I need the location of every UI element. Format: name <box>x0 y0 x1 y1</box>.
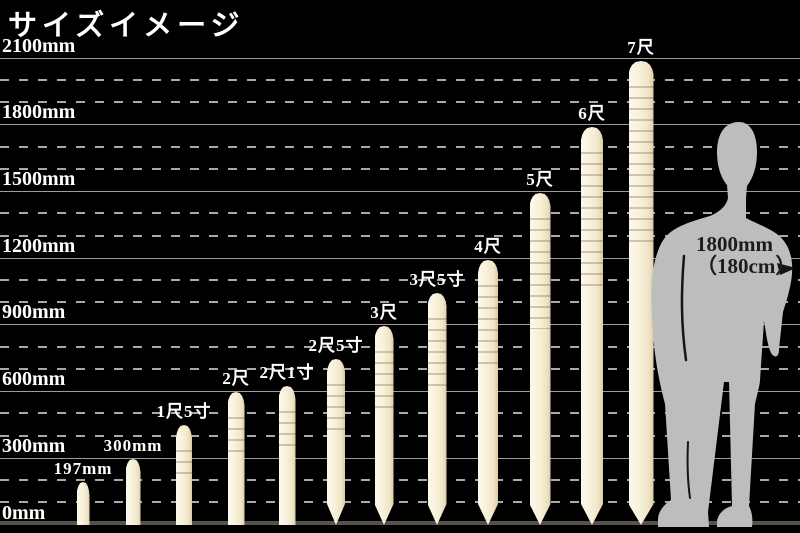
gridline-dashed-1600mm <box>0 168 800 170</box>
gridline-dashed-1900mm <box>0 101 800 103</box>
gridline-solid-1500mm <box>0 191 800 192</box>
figure-height-label: 1800mm （180cm） <box>696 233 796 277</box>
stake-notches <box>581 143 603 286</box>
gridline-dashed-1400mm <box>0 212 800 214</box>
stake-notches <box>428 309 447 393</box>
stake-bar-2尺5寸 <box>327 359 345 525</box>
stake-notches <box>176 441 192 477</box>
stake-notches <box>278 402 296 453</box>
leg-crease-line <box>686 441 691 499</box>
bar-label-3尺: 3尺 <box>370 303 398 322</box>
gridline-solid-600mm <box>0 391 800 392</box>
figure-height-mm: 1800mm <box>696 232 773 256</box>
stake-notches <box>375 342 394 414</box>
y-tick-label-600mm: 600mm <box>2 368 66 390</box>
stake-bar-2尺1寸 <box>278 386 296 525</box>
person-silhouette <box>651 122 796 527</box>
y-tick-label-1800mm: 1800mm <box>2 101 76 123</box>
bar-label-4尺: 4尺 <box>474 237 502 256</box>
gridline-dashed-400mm <box>0 435 800 437</box>
gridline-solid-2100mm <box>0 58 800 59</box>
gridline-solid-1200mm <box>0 258 800 259</box>
gridline-solid-1800mm <box>0 124 800 125</box>
gridline-dashed-1100mm <box>0 279 800 281</box>
bar-label-6尺: 6尺 <box>578 104 606 123</box>
y-tick-label-300mm: 300mm <box>2 435 66 457</box>
y-tick-label-1200mm: 1200mm <box>2 235 76 257</box>
bar-label-2尺: 2尺 <box>222 369 250 388</box>
gridline-dashed-500mm <box>0 412 800 414</box>
arm-crease-line <box>680 254 688 362</box>
stake-bar-1尺5寸 <box>176 425 192 525</box>
stake-notches <box>227 408 245 456</box>
y-tick-label-2100mm: 2100mm <box>2 35 76 57</box>
gridline-dashed-1000mm <box>0 301 800 303</box>
gridline-dashed-800mm <box>0 346 800 348</box>
baseline-axis <box>0 521 800 525</box>
stake-bar-7尺 <box>629 61 654 525</box>
stake-bar-6尺 <box>581 127 603 525</box>
gridline-dashed-2000mm <box>0 79 800 81</box>
stake-bar-3尺 <box>375 326 394 525</box>
gridline-dashed-1700mm <box>0 146 800 148</box>
stake-bar-5尺 <box>530 193 551 525</box>
gridline-dashed-1300mm <box>0 235 800 237</box>
stake-bar-2尺 <box>227 392 245 525</box>
stake-notches <box>478 276 498 371</box>
stake-notches <box>530 209 551 329</box>
bar-label-2尺1寸: 2尺1寸 <box>259 363 315 382</box>
bar-label-197mm: 197mm <box>53 459 113 478</box>
stake-bar-300mm <box>125 459 141 525</box>
y-tick-label-900mm: 900mm <box>2 301 66 323</box>
bar-label-1尺5寸: 1尺5寸 <box>156 402 212 421</box>
bar-label-3尺5寸: 3尺5寸 <box>409 270 465 289</box>
y-tick-label-1500mm: 1500mm <box>2 168 76 190</box>
stake-bar-4尺 <box>478 260 498 525</box>
stake-bar-3尺5寸 <box>428 293 447 525</box>
figure-height-cm: （180cm） <box>696 254 797 278</box>
bar-label-300mm: 300mm <box>103 436 163 455</box>
stake-notches <box>327 375 345 435</box>
stake-notches <box>629 77 654 244</box>
bar-label-5尺: 5尺 <box>526 170 554 189</box>
gridline-solid-900mm <box>0 324 800 325</box>
gridline-solid-300mm <box>0 458 800 459</box>
y-tick-label-0mm: 0mm <box>2 502 46 524</box>
gridline-dashed-700mm <box>0 368 800 370</box>
chart-title: サイズイメージ <box>8 10 245 42</box>
sleeve-notch <box>777 263 796 275</box>
stake-bar-197mm <box>76 482 90 525</box>
gridline-dashed-100mm <box>0 501 800 503</box>
bar-label-2尺5寸: 2尺5寸 <box>308 336 364 355</box>
gridline-dashed-200mm <box>0 479 800 481</box>
bar-label-7尺: 7尺 <box>627 38 655 57</box>
